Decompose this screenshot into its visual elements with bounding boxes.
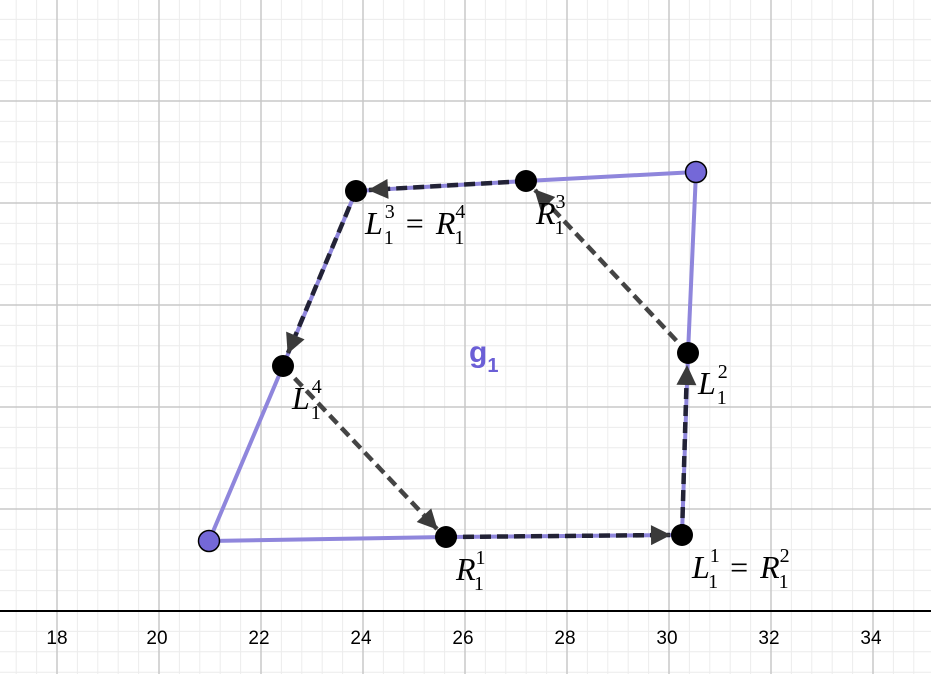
- vector-R3-to-L3[interactable]: [368, 178, 527, 199]
- polygon-edge: [207, 364, 285, 543]
- polygon-label: g1: [469, 336, 498, 377]
- point-R3[interactable]: [515, 170, 537, 192]
- x-tick-label: 20: [146, 628, 167, 649]
- x-tick-label: 22: [248, 628, 269, 649]
- label-L3-eq-R4: L 3 1 = R4 1: [364, 201, 465, 249]
- polygon-edge: [207, 535, 448, 543]
- vector-L1-to-L2[interactable]: [676, 365, 697, 536]
- point-L3[interactable]: [345, 180, 367, 202]
- vector-L3-to-L4[interactable]: [285, 190, 359, 354]
- label-L1-eq-R2: L1 1 = R2 1: [691, 545, 790, 593]
- x-tick-label: 18: [46, 628, 67, 649]
- x-tick-label: 26: [452, 628, 473, 649]
- vector-L4-to-R1[interactable]: [281, 364, 439, 531]
- point-L1[interactable]: [671, 524, 693, 546]
- point-L2[interactable]: [677, 342, 699, 364]
- x-tick-label: 30: [656, 628, 677, 649]
- vector-R1-to-L1[interactable]: [445, 525, 671, 546]
- black-points: [272, 170, 699, 548]
- x-tick-label: 34: [860, 628, 882, 649]
- x-tick-label: 32: [758, 628, 779, 649]
- polygon-vertices: [197, 160, 708, 553]
- label-R1: R1 1: [455, 547, 485, 595]
- polygon-edge: [524, 170, 698, 183]
- vertex-point[interactable]: [684, 160, 708, 184]
- vector-L2-to-R3[interactable]: [533, 188, 690, 355]
- x-axis-tick-labels: 18 20 22 24 26 28 30 32 34: [46, 628, 882, 649]
- polygon-edge: [686, 170, 698, 355]
- x-tick-label: 24: [350, 628, 372, 649]
- point-L4[interactable]: [272, 355, 294, 377]
- point-R1[interactable]: [435, 526, 457, 548]
- vertex-point[interactable]: [197, 529, 221, 553]
- dashed-vectors: [281, 178, 697, 546]
- x-tick-label: 28: [554, 628, 575, 649]
- label-R3: R3 1: [535, 191, 566, 239]
